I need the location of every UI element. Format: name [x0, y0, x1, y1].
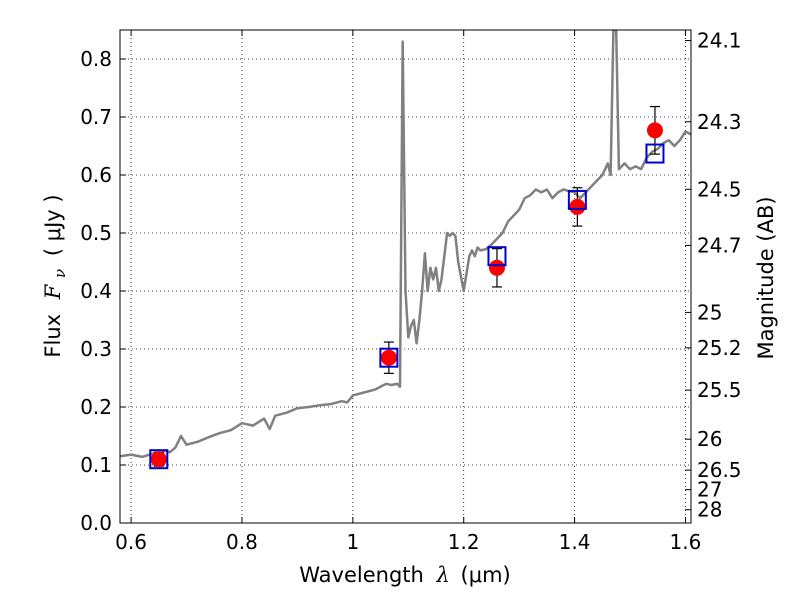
y-tick-label: 0.2 [80, 395, 112, 419]
y-tick-label: 0.5 [80, 221, 112, 245]
x-tick-label: 1.6 [670, 530, 702, 554]
y-tick-label: 0.3 [80, 337, 112, 361]
y-tick-label: 0.0 [80, 511, 112, 535]
y2-tick-label: 28 [697, 498, 722, 522]
errorbar-layer [153, 105, 660, 467]
y2-tick-label: 27 [697, 478, 722, 502]
observed-points-layer [150, 122, 663, 468]
model-square [487, 246, 507, 267]
ticks [120, 30, 691, 524]
y-tick-label: 0.4 [80, 279, 112, 303]
y2-tick-label: 25.5 [697, 378, 742, 402]
y2-tick-label: 25.2 [697, 336, 742, 360]
observed-point [380, 349, 397, 366]
observed-point [488, 259, 505, 276]
y2-tick-label: 24.1 [697, 29, 742, 53]
y-axis-label-text: Flux [41, 314, 65, 358]
tick-labels: 0.6 0.8 1 1.2 1.4 1.6 0.0 0.1 0.2 0.3 0.4 0.5 0.6 0.7… [80, 29, 741, 554]
model-square [379, 347, 399, 368]
x-axis-label: Wavelength λ (μm) [299, 563, 510, 587]
y2-tick-label: 25 [697, 300, 722, 324]
x-tick-label: 1 [346, 530, 359, 554]
observed-point [646, 122, 663, 139]
x-axis-label-unit: (μm) [461, 563, 511, 587]
spectrum-line [120, 30, 691, 459]
plot-frame [119, 29, 692, 524]
y-axis-label-subscript: ν [51, 269, 69, 278]
x-axis-label-text: Wavelength [299, 563, 424, 587]
x-axis-label-symbol: λ [436, 563, 450, 587]
model-square [645, 143, 665, 164]
y-axis-label-unit: ( μJy ) [41, 194, 65, 256]
y-axis-label: Flux F ν ( μJy ) [41, 194, 70, 357]
x-tick-label: 1.4 [559, 530, 591, 554]
model-square [149, 449, 169, 470]
y-tick-label: 0.6 [80, 163, 112, 187]
y2-tick-label: 26.5 [697, 458, 742, 482]
x-tick-label: 1.2 [448, 530, 480, 554]
y2-tick-label: 24.3 [697, 110, 742, 134]
observed-point [150, 451, 167, 468]
y2-tick-label: 24.7 [697, 233, 742, 257]
model-square [567, 189, 587, 210]
model-squares-layer [149, 143, 665, 470]
y2-tick-label: 24.5 [697, 177, 742, 201]
y-tick-label: 0.8 [80, 47, 112, 71]
x-tick-label: 0.8 [226, 530, 258, 554]
y-axis-label-symbol: F [41, 283, 65, 300]
y-tick-label: 0.1 [80, 453, 112, 477]
y-tick-label: 0.7 [80, 105, 112, 129]
spectrum-layer [120, 30, 691, 459]
y2-axis-label: Magnitude (AB) [754, 196, 778, 359]
y2-tick-label: 26 [697, 427, 722, 451]
observed-point [569, 198, 586, 215]
x-tick-label: 0.6 [115, 530, 147, 554]
